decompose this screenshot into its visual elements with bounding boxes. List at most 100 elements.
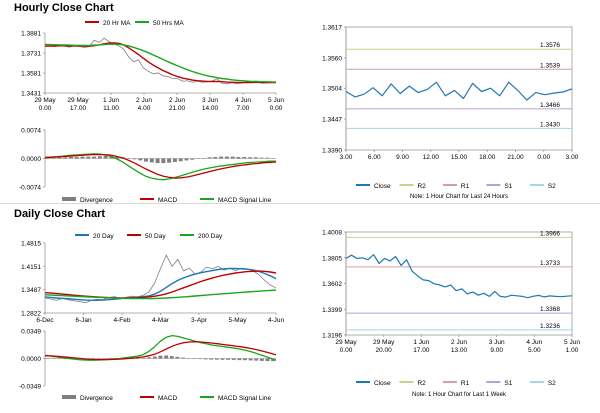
- hourly-close-x-tick-label: 3.00: [566, 154, 579, 161]
- daily-close-x-tick-label: 0.00: [340, 347, 353, 354]
- daily-macd-y-tick-label: -0.0349: [19, 384, 41, 391]
- hourly-ma-x-tick-label: 14.00: [202, 105, 219, 112]
- hourly-close-legend-s1-label: S1: [504, 183, 512, 190]
- hourly-close-x-tick-label: 12.00: [423, 154, 440, 161]
- hourly-close-legend-r1-label: R1: [461, 183, 470, 190]
- hourly-macd-divergence-bar: [161, 158, 166, 164]
- daily-ma-y-tick-label: 1.4151: [21, 264, 41, 271]
- daily-macd-divergence-bar: [152, 356, 157, 359]
- hourly-close-x-tick-label: 3.00: [340, 154, 353, 161]
- daily-ma-series-price: [44, 254, 277, 304]
- hourly-ma-series-20-hr-ma: [44, 42, 276, 84]
- hourly-macd-divergence-bar: [69, 157, 73, 159]
- hourly-macd-legend-signal-label: MACD Signal Line: [218, 197, 271, 204]
- hourly-close-chart: 1.3617 1.3560 1.3504 1.3447 1.3390 1.3576 1.35…: [322, 25, 579, 201]
- daily-ma-x-tick-label: 6-Jan: [75, 317, 92, 324]
- hourly-ma-x-tick-label: 5 Jun: [268, 97, 284, 104]
- daily-close-x-tick-label: 1 Jun: [413, 339, 429, 346]
- hourly-macd-divergence-bar: [207, 157, 212, 159]
- daily-ma-x-tick-label: 3-Apr: [191, 317, 208, 324]
- hourly-macd-divergence-bar: [92, 156, 97, 159]
- hourly-close-legend-r2-label: R2: [417, 183, 426, 190]
- hourly-macd-divergence-bar: [253, 157, 258, 159]
- hourly-ma-y-tick-label: 1.3581: [21, 71, 41, 78]
- hourly-ma-legend-0-label: 20 Hr MA: [103, 20, 131, 27]
- daily-ma-x-tick-label: 5-May: [228, 317, 247, 324]
- hourly-macd-divergence-bar: [97, 156, 102, 159]
- daily-ma-legend-0-label: 20 Day: [93, 233, 114, 240]
- hourly-ma-x-tick-label: 2 Jun: [169, 97, 185, 104]
- hourly-macd-divergence-bar: [80, 156, 85, 159]
- hourly-ma-y-tick-label: 1.3431: [21, 91, 41, 98]
- hourly-macd-divergence-bar: [57, 157, 62, 159]
- daily-ma-series-50-day: [44, 270, 277, 299]
- hourly-macd-divergence-bar: [271, 158, 276, 159]
- hourly-close-legend-close-label: Close: [374, 183, 391, 190]
- hourly-macd-divergence-bar: [138, 158, 143, 161]
- daily-close-level-label-r1: 1.3733: [540, 260, 560, 267]
- hourly-macd-divergence-bar: [149, 158, 154, 163]
- hourly-macd-legend-macd-label: MACD: [158, 197, 177, 204]
- daily-ma-series-200-day: [44, 289, 277, 300]
- daily-section-title: Daily Close Chart: [14, 208, 106, 220]
- hourly-macd-y-tick-label: 0.0074: [21, 128, 41, 135]
- daily-close-x-tick-label: 1.00: [566, 347, 579, 354]
- hourly-macd-divergence-bar: [172, 158, 177, 162]
- daily-macd-divergence-bar: [186, 358, 191, 359]
- daily-macd-y-tick-label: 0.0000: [21, 356, 41, 363]
- hourly-ma-x-tick-label: 4.00: [138, 105, 151, 112]
- daily-macd-divergence-bar: [169, 356, 174, 359]
- daily-macd-legend-divergence-swatch: [62, 395, 76, 399]
- daily-macd-divergence-bar: [237, 358, 242, 361]
- daily-macd-divergence-bar: [90, 358, 95, 359]
- hourly-close-y-tick-label: 1.3560: [322, 55, 342, 62]
- daily-macd-divergence-bar: [259, 358, 264, 361]
- daily-macd-divergence-bar: [192, 358, 197, 359]
- daily-macd-chart: 0.0349 0.0000 -0.0349 Divergence MACD MACD Si…: [19, 329, 277, 402]
- hourly-macd-divergence-bar: [265, 157, 270, 159]
- hourly-ma-series-50-hrs-ma: [44, 43, 277, 83]
- hourly-macd-divergence-bar: [74, 157, 79, 159]
- daily-ma-x-tick-label: 4-Jun: [268, 317, 285, 324]
- hourly-close-x-tick-label: 18.00: [479, 154, 496, 161]
- section-divider: [0, 203, 600, 204]
- daily-macd-divergence-bar: [220, 358, 225, 360]
- daily-close-series-close: [345, 254, 573, 299]
- daily-macd-divergence-bar: [136, 358, 140, 359]
- hourly-close-level-label-r1: 1.3539: [540, 62, 560, 69]
- hourly-ma-chart: 20 Hr MA 50 Hrs MA 1.3881 1.3731 1.3581 1.343…: [21, 20, 284, 112]
- daily-close-y-tick-label: 1.3805: [322, 255, 342, 262]
- daily-ma-y-tick-label: 1.4815: [21, 241, 41, 248]
- hourly-close-y-tick-label: 1.3390: [322, 148, 342, 155]
- hourly-macd-divergence-bar: [248, 157, 252, 159]
- daily-close-chart: 1.4008 1.3805 1.3602 1.3399 1.3196 1.3966 1.37…: [322, 230, 580, 399]
- daily-macd-series-macd: [44, 334, 277, 361]
- hourly-close-level-label-s2: 1.3430: [540, 121, 560, 128]
- daily-macd-divergence-bar: [102, 358, 107, 359]
- daily-macd-divergence-bar: [141, 357, 146, 359]
- hourly-section-title: Hourly Close Chart: [14, 2, 114, 14]
- hourly-close-y-tick-label: 1.3447: [322, 117, 342, 124]
- daily-macd-divergence-bar: [214, 358, 219, 360]
- daily-macd-divergence-bar: [175, 356, 180, 359]
- daily-close-x-tick-label: 17.00: [413, 347, 430, 354]
- hourly-ma-x-tick-label: 4 Jun: [235, 97, 251, 104]
- daily-ma-y-tick-label: 1.3487: [21, 287, 41, 294]
- daily-macd-legend-signal-label: MACD Signal Line: [218, 395, 271, 402]
- daily-close-y-tick-label: 1.4008: [322, 230, 342, 237]
- daily-close-x-tick-label: 5 Jun: [564, 339, 580, 346]
- daily-close-level-label-s2: 1.3236: [540, 323, 560, 330]
- hourly-ma-series-price: [44, 37, 277, 85]
- daily-close-x-tick-label: 2 Jun: [451, 339, 467, 346]
- daily-close-y-tick-label: 1.3602: [322, 281, 342, 288]
- hourly-macd-divergence-bar: [196, 158, 200, 159]
- daily-ma-legend-2-label: 200 Day: [198, 233, 223, 240]
- hourly-macd-divergence-bar: [219, 156, 224, 159]
- hourly-macd-legend-divergence-label: Divergence: [80, 197, 113, 204]
- daily-close-legend-r2-label: R2: [417, 380, 426, 387]
- daily-macd-divergence-bar: [158, 355, 163, 359]
- daily-macd-divergence-bar: [51, 357, 56, 359]
- hourly-ma-x-tick-label: 0.00: [39, 105, 52, 112]
- daily-close-y-tick-label: 1.3196: [322, 333, 342, 340]
- hourly-macd-divergence-bar: [178, 158, 183, 162]
